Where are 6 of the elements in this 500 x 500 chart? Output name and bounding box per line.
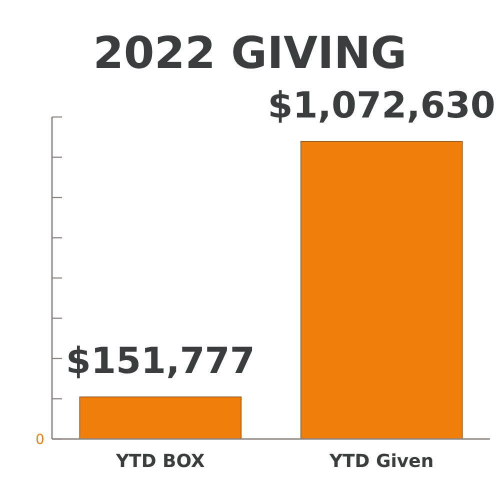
chart-title: 2022 GIVING <box>93 28 407 79</box>
x-tick-label: YTD Given <box>328 451 434 472</box>
data-label: $151,777 <box>66 340 255 382</box>
text: 0 <box>36 432 44 448</box>
data-label: $1,072,630 <box>268 85 496 126</box>
x-tick-label: YTD BOX <box>115 451 205 472</box>
